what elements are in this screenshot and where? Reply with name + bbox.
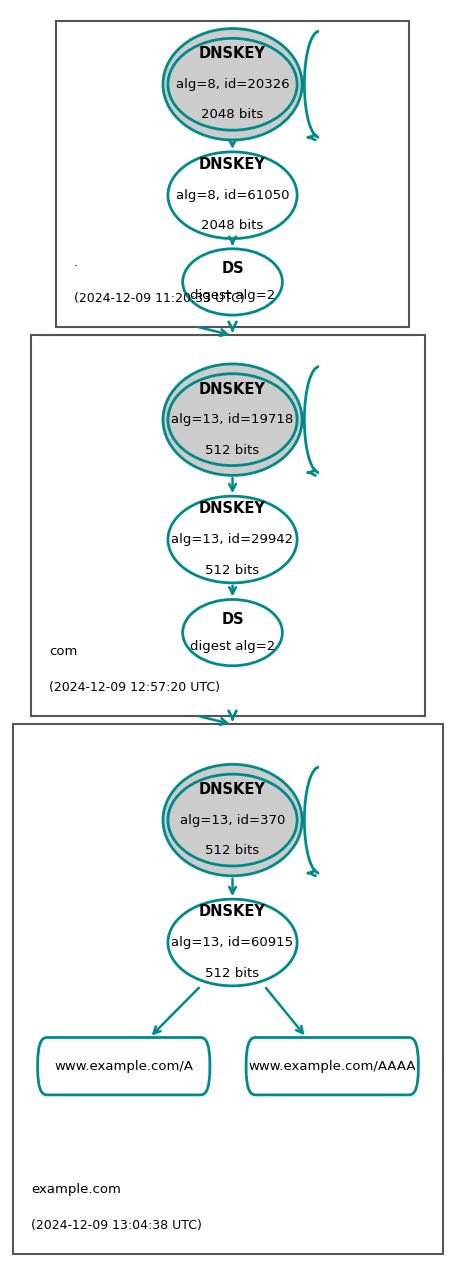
Text: (2024-12-09 13:04:38 UTC): (2024-12-09 13:04:38 UTC): [31, 1219, 201, 1232]
Ellipse shape: [167, 373, 297, 465]
Text: www.example.com/A: www.example.com/A: [54, 1059, 193, 1072]
Bar: [13, 725, 442, 1254]
Text: alg=8, id=20326: alg=8, id=20326: [175, 78, 289, 91]
Ellipse shape: [167, 774, 297, 866]
Ellipse shape: [162, 364, 302, 475]
Text: DNSKEY: DNSKEY: [199, 782, 265, 797]
Text: (2024-12-09 12:57:20 UTC): (2024-12-09 12:57:20 UTC): [49, 681, 219, 694]
Ellipse shape: [167, 152, 297, 239]
Text: 512 bits: 512 bits: [205, 443, 259, 456]
Text: 512 bits: 512 bits: [205, 966, 259, 980]
Ellipse shape: [182, 249, 282, 316]
Text: 512 bits: 512 bits: [205, 564, 259, 576]
Text: 2048 bits: 2048 bits: [201, 109, 263, 121]
Text: alg=13, id=19718: alg=13, id=19718: [171, 413, 293, 426]
Text: .: .: [74, 257, 78, 270]
Text: DS: DS: [221, 612, 243, 626]
Text: com: com: [49, 645, 77, 658]
Text: DNSKEY: DNSKEY: [199, 46, 265, 61]
Text: DS: DS: [221, 261, 243, 276]
Text: DNSKEY: DNSKEY: [199, 501, 265, 516]
Text: digest alg=2: digest alg=2: [189, 289, 274, 302]
Ellipse shape: [167, 496, 297, 583]
Text: digest alg=2: digest alg=2: [189, 639, 274, 653]
Ellipse shape: [162, 764, 302, 875]
Bar: [56, 20, 409, 327]
Text: alg=13, id=60915: alg=13, id=60915: [171, 935, 293, 950]
Text: alg=13, id=29942: alg=13, id=29942: [171, 533, 293, 546]
Ellipse shape: [182, 599, 282, 666]
Text: 512 bits: 512 bits: [205, 845, 259, 858]
Text: DNSKEY: DNSKEY: [199, 905, 265, 919]
Text: 2048 bits: 2048 bits: [201, 220, 263, 233]
Bar: [31, 336, 424, 716]
Text: (2024-12-09 11:20:33 UTC): (2024-12-09 11:20:33 UTC): [74, 291, 244, 305]
Text: example.com: example.com: [31, 1183, 121, 1196]
Text: DNSKEY: DNSKEY: [199, 157, 265, 173]
FancyBboxPatch shape: [38, 1038, 209, 1095]
Text: www.example.com/AAAA: www.example.com/AAAA: [248, 1059, 415, 1072]
Ellipse shape: [162, 28, 302, 141]
Ellipse shape: [167, 38, 297, 130]
FancyBboxPatch shape: [246, 1038, 417, 1095]
Ellipse shape: [167, 900, 297, 985]
Text: alg=8, id=61050: alg=8, id=61050: [175, 189, 288, 202]
Text: alg=13, id=370: alg=13, id=370: [179, 814, 284, 827]
Text: DNSKEY: DNSKEY: [199, 382, 265, 396]
